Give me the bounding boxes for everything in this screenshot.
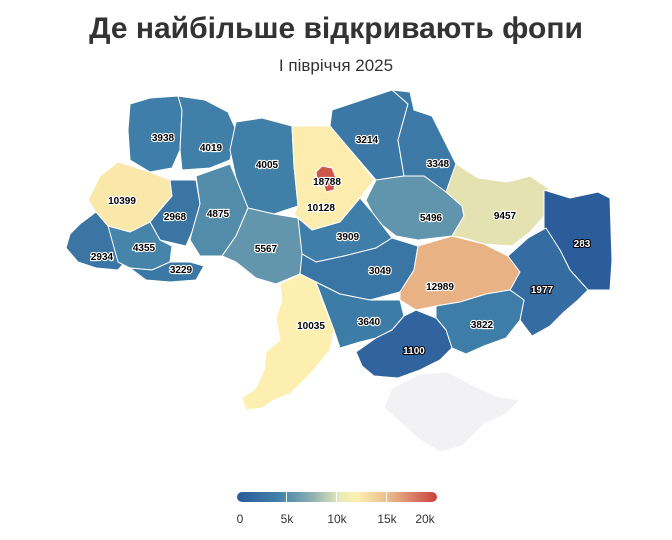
region-value-label: 5496 [420,213,443,224]
region-value-label: 3640 [358,317,381,328]
region-value-label: 3822 [471,320,494,331]
region-value-label: 10035 [297,321,325,332]
region-value-label: 283 [574,239,591,250]
region-1[interactable] [127,95,183,173]
region-14[interactable] [65,211,131,271]
region-value-label: 1100 [403,346,425,357]
region-value-label: 3229 [170,265,193,276]
region-value-label: 12989 [426,282,454,293]
map-title: Де найбільше відкривають фопи [89,12,583,45]
region-value-label: 3938 [152,133,175,144]
region-12[interactable] [445,163,549,247]
region-value-label: 1977 [531,285,554,296]
region-value-label: 10399 [108,196,136,207]
region-22[interactable] [241,273,335,411]
region-3[interactable] [229,117,299,215]
region-value-label: 3049 [369,266,392,277]
legend-tick-5k: 5k [280,512,294,526]
region-value-label: 4019 [200,143,223,154]
region-value-label: 18788 [313,177,341,188]
region-2[interactable] [177,95,237,171]
legend-tick-0: 0 [236,512,244,526]
region-value-label: 4355 [133,243,156,254]
region-15[interactable] [107,221,173,271]
color-legend [237,492,437,502]
region-value-label: 3348 [427,159,450,170]
region-value-label: 2934 [91,252,114,263]
region-value-label: 3214 [356,135,379,146]
region-value-label: 3909 [337,232,360,243]
region-value-label: 10128 [307,203,335,214]
legend-tick-10k: 10k [327,512,347,526]
region-16[interactable] [129,261,205,283]
legend-tick-15k: 15k [377,512,397,526]
region-value-label: 2968 [164,212,187,223]
region-25[interactable] [355,309,453,379]
region-5[interactable] [315,165,337,193]
region-value-label: 4005 [256,160,279,171]
region-value-label: 9457 [494,211,517,222]
region-value-label: 4875 [207,209,230,220]
map-subtitle: І півріччя 2025 [278,56,394,75]
region-26[interactable] [383,371,521,453]
region-value-label: 5567 [255,244,278,255]
legend-tick-20k: 20k [415,512,435,526]
